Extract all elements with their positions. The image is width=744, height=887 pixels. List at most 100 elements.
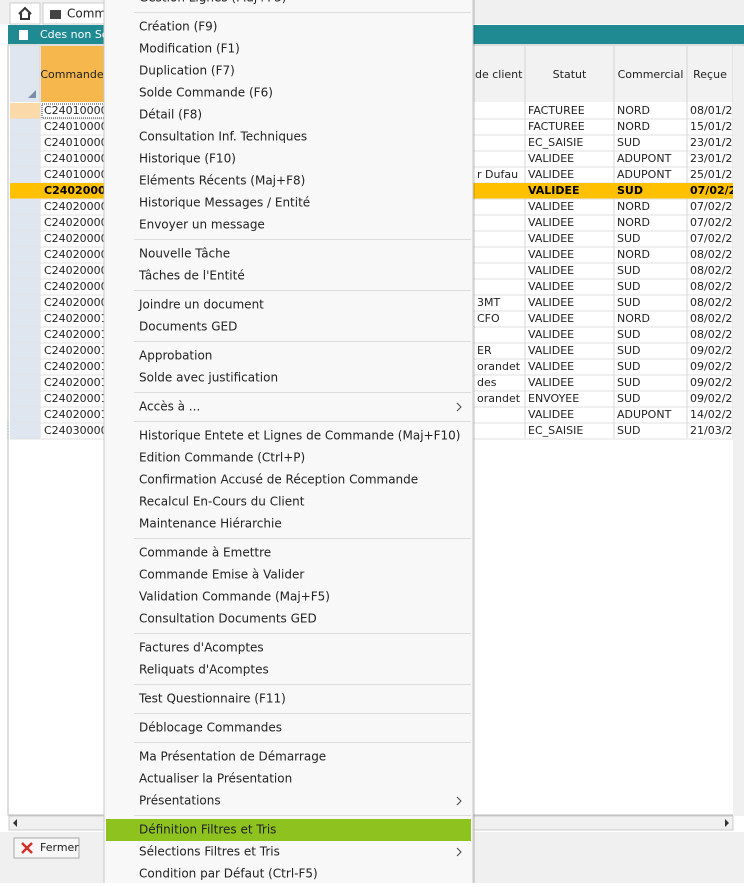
cell: orandet: [477, 360, 521, 373]
cell: VALIDEE: [528, 344, 574, 357]
cell: NORD: [617, 312, 650, 325]
row-selector: [10, 423, 40, 439]
row-selector: [10, 279, 40, 295]
menu-item[interactable]: Reliquats d'Acomptes: [139, 663, 269, 677]
cell: 23/01/20: [690, 152, 739, 165]
menu-item[interactable]: Commande Emise à Valider: [139, 568, 304, 582]
cell: C240200004: [44, 232, 115, 245]
cell: FACTUREE: [528, 104, 585, 117]
menu-panel: [103, 0, 474, 887]
row-selector: [10, 247, 40, 263]
cell: C240100004: [44, 152, 115, 165]
menu-item-active: [106, 819, 471, 841]
cell: SUD: [617, 392, 641, 405]
menu-item[interactable]: Confirmation Accusé de Réception Command…: [139, 473, 418, 487]
cell: VALIDEE: [528, 360, 574, 373]
cell: 09/02/20: [690, 344, 739, 357]
home-tab[interactable]: [9, 2, 41, 25]
menu-item[interactable]: Modification (F1): [139, 42, 240, 56]
v-scrollbar[interactable]: [733, 46, 744, 816]
cell: C240200016: [44, 408, 115, 421]
column-header: Commande: [40, 68, 104, 81]
menu-item[interactable]: Présentations: [139, 794, 221, 808]
menu-item[interactable]: Ma Présentation de Démarrage: [139, 750, 326, 764]
cell: C240200007: [44, 264, 115, 277]
menu-item[interactable]: Consultation Inf. Techniques: [139, 130, 307, 144]
cell: SUD: [617, 328, 641, 341]
cell: SUD: [617, 264, 641, 277]
cell: 23/01/20: [690, 136, 739, 149]
menu-item[interactable]: Historique Messages / Entité: [139, 196, 310, 210]
menu-item[interactable]: Joindre un document: [138, 298, 264, 312]
menu-item[interactable]: Nouvelle Tâche: [139, 247, 230, 261]
row-selector: [10, 135, 40, 151]
cell: C240200015: [44, 392, 115, 405]
cell: r Dufau: [477, 168, 518, 181]
menu-item[interactable]: Envoyer un message: [139, 218, 265, 232]
cell: EC_SAISIE: [528, 136, 583, 149]
row-selector: [10, 359, 40, 375]
cell: VALIDEE: [528, 408, 574, 421]
menu-item[interactable]: Historique Entete et Lignes de Commande …: [139, 429, 460, 443]
menu-item[interactable]: Sélections Filtres et Tris: [139, 845, 280, 859]
column-header: Reçue: [693, 68, 727, 81]
menu-item[interactable]: Approbation: [139, 349, 212, 363]
row-selector: [10, 167, 40, 183]
cell: 14/02/20: [690, 408, 739, 421]
row-selector: [10, 103, 40, 119]
cell: VALIDEE: [528, 184, 580, 197]
cell: VALIDEE: [528, 248, 574, 261]
cell: C240200014: [44, 376, 115, 389]
cell: ENVOYEE: [528, 392, 579, 405]
submenu-arrow: [456, 796, 462, 806]
menu-item[interactable]: Maintenance Hiérarchie: [139, 517, 282, 531]
menu-item[interactable]: Condition par Défaut (Ctrl-F5): [139, 867, 318, 881]
cell: VALIDEE: [528, 280, 574, 293]
menu-item[interactable]: Commande à Emettre: [139, 546, 271, 560]
menu-item[interactable]: Edition Commande (Ctrl+P): [139, 451, 305, 465]
menu-item[interactable]: Documents GED: [139, 320, 237, 334]
menu-item[interactable]: Création (F9): [139, 20, 218, 34]
menu-item[interactable]: Gestion Lignes (Maj+F3): [139, 0, 286, 5]
menu-item[interactable]: Validation Commande (Maj+F5): [139, 590, 330, 604]
menu-item[interactable]: Test Questionnaire (F11): [138, 692, 286, 706]
menu-item[interactable]: Solde Commande (F6): [139, 86, 273, 100]
close-label[interactable]: Fermer: [40, 841, 79, 854]
menu-item[interactable]: Actualiser la Présentation: [139, 772, 292, 786]
cell: 09/02/20: [690, 360, 739, 373]
cell: VALIDEE: [528, 376, 574, 389]
cell: VALIDEE: [528, 168, 574, 181]
menu-item[interactable]: Consultation Documents GED: [139, 612, 317, 626]
cell: orandet: [477, 392, 521, 405]
column-header: de client: [475, 68, 523, 81]
row-selector: [10, 375, 40, 391]
menu-item[interactable]: Détail (F8): [139, 108, 202, 122]
cell: 07/02/20: [690, 232, 739, 245]
submenu-arrow: [456, 402, 462, 412]
menu-item[interactable]: Solde avec justification: [139, 371, 278, 385]
menu-item[interactable]: Tâches de l'Entité: [138, 269, 245, 283]
submenu-arrow: [456, 847, 462, 857]
menu-item[interactable]: Définition Filtres et Tris: [139, 823, 276, 837]
cell: C240200009: [44, 296, 115, 309]
column-header: Statut: [553, 68, 587, 81]
menu-item[interactable]: Duplication (F7): [139, 64, 235, 78]
menu-item[interactable]: Eléments Récents (Maj+F8): [139, 174, 305, 188]
sorted-header: [41, 46, 104, 102]
menu-item[interactable]: Factures d'Acomptes: [139, 641, 264, 655]
cell: FACTUREE: [528, 120, 585, 133]
row-selector: [10, 183, 40, 199]
cell: C240200011: [44, 328, 115, 341]
cell: SUD: [617, 424, 641, 437]
cell: C240200002: [44, 200, 115, 213]
view-title: Cdes non So: [40, 28, 109, 41]
cell: SUD: [617, 296, 641, 309]
menu-item[interactable]: Recalcul En-Cours du Client: [139, 495, 305, 509]
menu-item[interactable]: Déblocage Commandes: [139, 721, 282, 735]
menu-item[interactable]: Historique (F10): [139, 152, 236, 166]
cell: 08/02/20: [690, 312, 739, 325]
cell: EC_SAISIE: [528, 424, 583, 437]
cell: VALIDEE: [528, 312, 574, 325]
cell: C240100005: [44, 168, 115, 181]
menu-item[interactable]: Accès à ...: [139, 400, 200, 414]
